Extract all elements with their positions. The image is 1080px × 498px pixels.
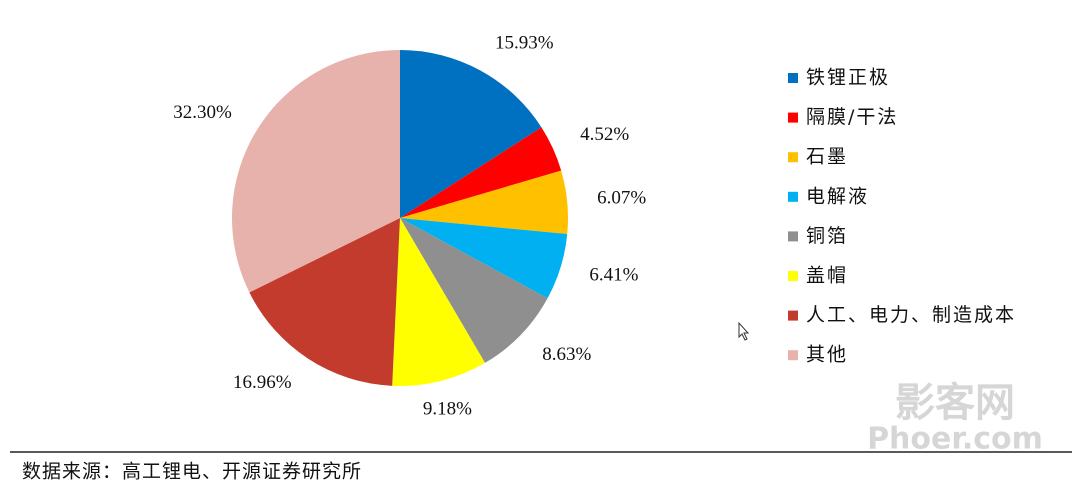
watermark: Phoer.com	[867, 422, 1043, 457]
legend-swatch	[788, 310, 798, 321]
legend-swatch	[788, 350, 798, 361]
legend-swatch	[788, 73, 798, 83]
legend-label: 盖帽	[806, 265, 848, 287]
data-label: 16.96%	[233, 372, 292, 393]
source-note: 数据来源：高工锂电、开源证券研究所	[22, 461, 362, 483]
legend-label: 其他	[806, 344, 848, 366]
legend-label: 隔膜/干法	[806, 106, 898, 128]
legend-label: 铜箔	[806, 225, 848, 247]
data-label: 6.07%	[597, 188, 646, 209]
pie-slice	[400, 218, 568, 299]
pie-slice	[231, 50, 400, 293]
legend-label: 石墨	[806, 146, 848, 168]
pie-slice	[249, 218, 400, 386]
legend-swatch	[788, 152, 798, 163]
watermark: 影客网	[895, 380, 1015, 426]
data-label: 9.18%	[423, 399, 472, 420]
pie-slice	[392, 218, 485, 386]
pie-slice	[400, 170, 569, 235]
legend-swatch	[788, 191, 798, 202]
data-label: 6.41%	[589, 264, 638, 285]
legend-label: 铁锂正极	[806, 67, 890, 89]
data-label: 4.52%	[580, 124, 629, 145]
legend-label: 电解液	[806, 185, 869, 207]
data-label: 15.93%	[495, 33, 554, 54]
legend-swatch	[788, 112, 798, 123]
data-label: 8.63%	[542, 344, 591, 365]
legend-swatch	[788, 231, 798, 242]
pie-slice	[400, 218, 548, 363]
data-label: 32.30%	[173, 102, 232, 123]
pie-slice	[400, 127, 562, 218]
pie-slice	[400, 50, 542, 218]
cursor	[738, 321, 750, 341]
legend-swatch	[788, 271, 798, 281]
legend-label: 人工、电力、制造成本	[806, 304, 1016, 326]
